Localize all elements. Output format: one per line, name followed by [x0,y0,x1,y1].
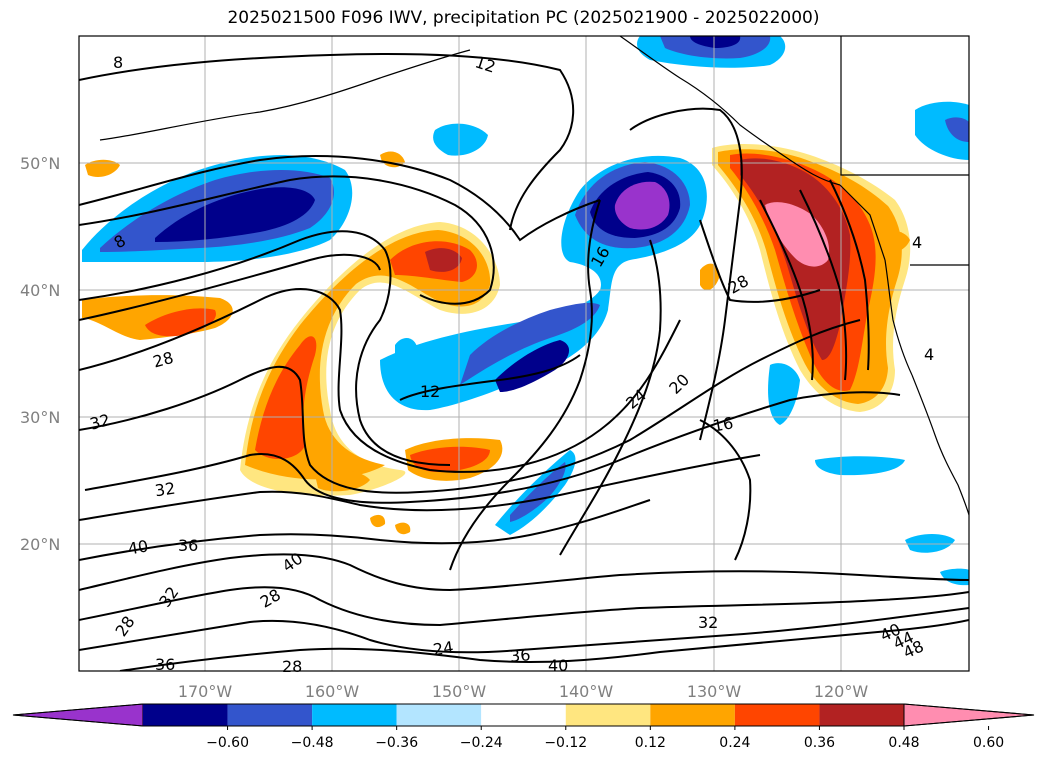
fill-sky-patch-3 [815,456,905,476]
colorbar-segment [819,704,904,726]
contour-label: 32 [698,613,718,632]
colorbar-tick-label: −0.60 [206,735,249,751]
colorbar-extend-low [12,703,144,727]
contour-label: 8 [113,53,123,72]
coastlines [99,36,969,516]
colorbar-tick-label: −0.36 [375,735,418,751]
fill-royal-central [460,302,600,385]
fill-redorange-arc [255,336,317,460]
colorbar: −0.60 −0.48 −0.36 −0.24 −0.12 0.12 0.24 0.36 0.4… [12,703,1035,751]
colorbar-tick-label: −0.48 [291,735,334,751]
fill-orange-east-small [878,230,910,253]
fill-sky-patch-5 [940,568,969,586]
iwv-contours [79,52,969,671]
contour-label: 24 [432,638,455,660]
contour-label: 36 [155,655,175,674]
lon-label-140w: 140°W [559,682,614,701]
lon-label-130w: 130°W [687,682,742,701]
coastline-bc [839,184,886,261]
lon-label-160w: 160°W [305,682,360,701]
colorbar-tick-label: 0.36 [804,735,835,751]
fill-orange-patch-2 [700,263,720,291]
fill-sky-patch-6 [395,338,418,365]
contour-label: 28 [151,348,176,372]
contour-label: 32 [88,410,113,434]
colorbar-tick-label: 0.60 [973,735,1004,751]
fill-sky-patch-4 [905,534,955,553]
contour-label: 16 [711,413,734,435]
plot-border [78,35,970,672]
lon-label-120w: 120°W [814,682,869,701]
coastline-baja [911,374,969,516]
lat-axis: 50°N 40°N 30°N 20°N [20,154,60,554]
lon-label-170w: 170°W [178,682,233,701]
contour-label: 12 [420,382,440,401]
colorbar-segment [565,704,651,726]
lat-label-50n: 50°N [20,154,60,173]
colorbar-segment [396,704,482,726]
fill-royal-band [510,462,566,522]
contour-label: 4 [912,233,922,252]
coastline-aleutians [99,49,471,141]
fill-sky-patch-1 [433,123,488,156]
colorbar-tick-label: 0.24 [719,735,750,751]
colorbar-outline [12,703,1035,727]
colorbar-segment [227,704,313,726]
fill-orange-small [315,470,370,492]
fill-purple-upper [614,181,670,230]
colorbar-tick-label: −0.12 [544,735,587,751]
contour-label: 40 [548,656,568,675]
map-title: 2025021500 F096 IWV, precipitation PC (2… [227,8,820,28]
lat-label-20n: 20°N [20,535,60,554]
contour-label: 36 [178,536,198,555]
contour-label: 32 [154,479,177,501]
border-us-canada [840,36,969,176]
colorbar-segment [650,704,735,726]
colorbar-segment [312,704,397,726]
fill-redorange-central [410,446,490,473]
fill-royal-top-right [945,117,969,142]
colorbar-tick-label: 0.48 [888,735,919,751]
fill-brick-arc [425,248,462,272]
contour-label: 28 [282,657,302,676]
coastline-alaska [619,36,841,186]
colorbar-segment [143,704,228,726]
fill-sky-top-right [915,101,969,160]
colorbar-segment [734,704,820,726]
lat-label-40n: 40°N [20,281,60,300]
fill-sky-patch-2 [768,363,800,425]
colorbar-tick-label: −0.24 [460,735,503,751]
contour-label: 36 [509,645,531,666]
contour-label: 4 [924,345,934,364]
fill-orange-patch-1 [85,159,120,177]
lat-label-30n: 30°N [20,408,60,427]
colorbar-tick-label: 0.12 [635,735,666,751]
colorbar-segment [481,704,566,726]
fill-orange-patch-5 [395,522,411,535]
fill-navy-top [690,36,741,48]
gridlines [79,36,969,671]
coastline-wa-or [884,259,913,376]
colorbar-extend-high [903,703,1035,727]
contour-label: 40 [126,536,149,558]
fill-navy-nw [155,187,315,242]
fill-orange-patch-4 [370,514,386,528]
lon-label-150w: 150°W [432,682,487,701]
lon-axis: 170°W 160°W 150°W 140°W 130°W 120°W [178,682,869,701]
